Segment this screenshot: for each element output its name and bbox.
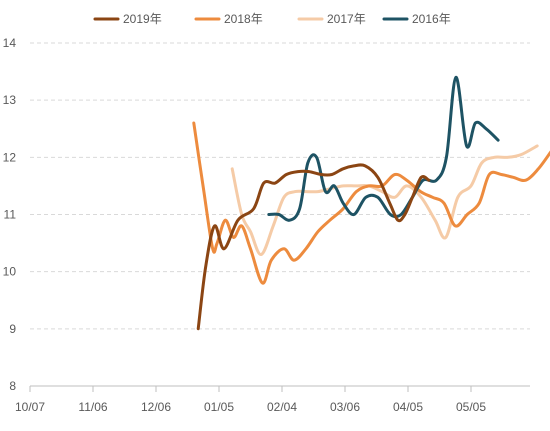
x-tick-label: 11/06 bbox=[78, 400, 107, 414]
y-tick-label: 11 bbox=[4, 208, 17, 222]
y-tick-label: 13 bbox=[3, 93, 17, 107]
x-tick-label: 01/05 bbox=[204, 400, 234, 414]
y-tick-label: 10 bbox=[3, 265, 17, 279]
y-tick-label: 9 bbox=[9, 322, 16, 336]
legend-label: 2019年 bbox=[123, 12, 162, 26]
y-tick-label: 8 bbox=[9, 379, 16, 393]
axes: 8 9 10 11 12 13 14 10/07 11/06 12/06 01/05 02/04 03/… bbox=[3, 36, 530, 414]
legend-label: 2017年 bbox=[327, 12, 366, 26]
legend: 2019年 2018年 2017年 2016年 bbox=[93, 12, 451, 26]
series-line-3 bbox=[267, 75, 500, 222]
x-tick-label: 05/05 bbox=[456, 400, 486, 414]
series-line-1 bbox=[192, 121, 550, 285]
x-tick-label: 04/05 bbox=[393, 400, 423, 414]
series-line-0 bbox=[196, 163, 431, 331]
x-tick-label: 12/06 bbox=[141, 400, 171, 414]
series-lines bbox=[192, 75, 550, 331]
x-tick-label: 10/07 bbox=[15, 400, 45, 414]
legend-label: 2018年 bbox=[224, 12, 263, 26]
series-line-2 bbox=[230, 144, 539, 256]
x-tick-label: 02/04 bbox=[267, 400, 297, 414]
legend-label: 2016年 bbox=[412, 12, 451, 26]
y-tick-label: 14 bbox=[3, 36, 17, 50]
y-tick-label: 12 bbox=[3, 150, 17, 164]
x-tick-label: 03/06 bbox=[330, 400, 360, 414]
